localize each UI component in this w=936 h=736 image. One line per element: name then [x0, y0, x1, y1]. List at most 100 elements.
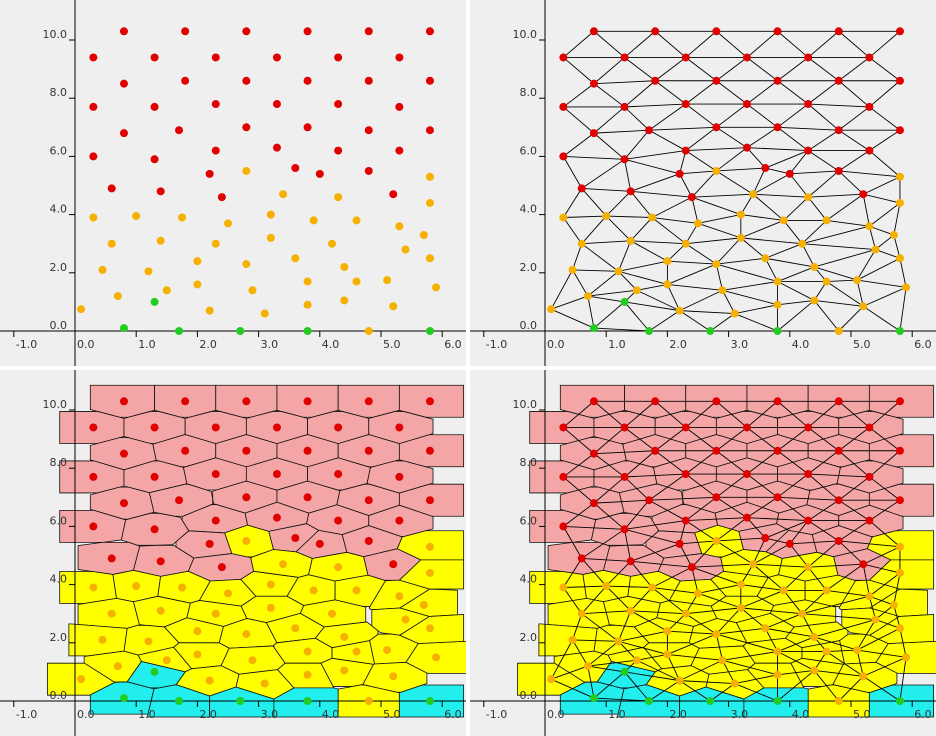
data-point-orange — [859, 672, 868, 681]
triangulation-edge — [746, 496, 778, 519]
data-point-red — [681, 100, 690, 109]
triangulation-edge — [572, 269, 619, 272]
data-point-orange — [89, 583, 98, 592]
y-tick-label: 10.0 — [43, 398, 68, 411]
data-point-red — [364, 496, 373, 505]
triangulation-edge — [716, 30, 748, 58]
triangulation-edge — [777, 651, 815, 671]
triangulation-edge — [716, 427, 748, 452]
triangulation-edge — [838, 427, 870, 452]
data-point-red — [834, 397, 843, 406]
triangulation-edge — [716, 263, 778, 282]
triangulation-edge — [777, 80, 809, 105]
data-point-orange — [425, 542, 434, 551]
x-tick-label: 5.0 — [383, 708, 401, 721]
data-point-orange — [266, 210, 275, 219]
triangulation-edge — [777, 636, 815, 652]
y-tick-label: 0.0 — [50, 319, 68, 332]
triangulation-edge — [624, 473, 686, 478]
triangulation-edge — [746, 517, 766, 539]
triangulation-edge — [667, 263, 717, 285]
triangulation-edge — [679, 310, 735, 314]
data-point-red — [334, 100, 343, 109]
data-point-orange — [718, 656, 727, 665]
triangulation-edge — [746, 57, 778, 82]
triangulation-edge — [630, 191, 653, 218]
triangulation-edge — [587, 640, 619, 667]
triangulation-edge — [679, 543, 693, 568]
data-point-orange — [352, 586, 361, 595]
y-tick-label: 8.0 — [50, 456, 68, 469]
triangulation-edge — [863, 286, 907, 307]
triangulation-edge — [618, 270, 668, 285]
triangulation-edge — [868, 596, 876, 620]
x-tick-label: -1.0 — [486, 708, 507, 721]
data-point-orange — [865, 592, 874, 601]
triangulation-edge — [691, 196, 741, 216]
data-point-red — [651, 27, 660, 36]
data-point-red — [175, 126, 184, 135]
data-point-red — [681, 516, 690, 525]
x-tick-label: 4.0 — [322, 708, 340, 721]
data-point-red — [89, 522, 98, 531]
data-point-orange — [822, 647, 831, 656]
data-point-red — [89, 472, 98, 481]
data-point-orange — [89, 213, 98, 222]
triangulation-edge — [814, 619, 876, 638]
data-point-red — [156, 557, 165, 566]
data-point-red — [645, 126, 654, 135]
triangulation-edge — [869, 572, 901, 597]
data-point-orange — [205, 676, 214, 685]
data-point-green — [150, 297, 159, 306]
data-point-orange — [383, 646, 392, 655]
triangulation-edge — [863, 656, 907, 677]
triangulation-edge — [734, 304, 778, 314]
y-tick-label: 2.0 — [520, 631, 538, 644]
data-point-orange — [193, 280, 202, 289]
data-point-orange — [425, 568, 434, 577]
data-point-orange — [425, 254, 434, 263]
triangulation-edge — [777, 299, 815, 306]
data-point-orange — [352, 277, 361, 286]
data-point-orange — [260, 309, 269, 318]
triangulation-edge — [716, 473, 748, 498]
data-point-red — [865, 146, 874, 155]
triangulation-edge — [679, 289, 723, 312]
data-point-red — [834, 27, 843, 36]
triangulation-edge — [618, 641, 638, 661]
data-point-red — [119, 79, 128, 88]
y-tick-label: 10.0 — [43, 28, 68, 41]
triangulation-edge — [624, 400, 656, 428]
triangulation-edge — [624, 159, 632, 192]
data-point-green — [589, 324, 598, 333]
triangulation-edge — [581, 558, 607, 587]
triangulation-edge — [801, 613, 815, 638]
triangulation-edge — [648, 680, 680, 702]
triangulation-edge — [764, 258, 778, 282]
data-point-red — [834, 536, 843, 545]
triangulation-edge — [826, 193, 864, 221]
triangulation-edge — [636, 653, 668, 661]
data-point-orange — [773, 300, 782, 309]
data-point-orange — [248, 286, 257, 295]
data-point-orange — [364, 327, 373, 335]
data-point-red — [712, 446, 721, 455]
data-point-red — [559, 522, 568, 531]
triangulation-edge — [715, 633, 723, 661]
triangulation-edge — [593, 301, 625, 329]
triangulation-edge — [856, 257, 901, 281]
triangulation-edge — [563, 83, 595, 108]
triangulation-edge — [563, 155, 625, 160]
data-point-red — [577, 184, 586, 193]
x-tick-label: -1.0 — [16, 708, 37, 721]
triangulation-edge — [783, 590, 803, 614]
data-point-orange — [730, 309, 739, 318]
triangulation-edge — [807, 566, 827, 591]
data-point-orange — [804, 193, 813, 202]
data-point-orange — [773, 277, 782, 286]
triangulation-edge — [648, 103, 687, 131]
triangulation-edge — [752, 537, 766, 565]
triangulation-edge — [813, 670, 840, 702]
triangulation-edge — [691, 197, 699, 224]
triangulation-edge — [716, 607, 742, 635]
